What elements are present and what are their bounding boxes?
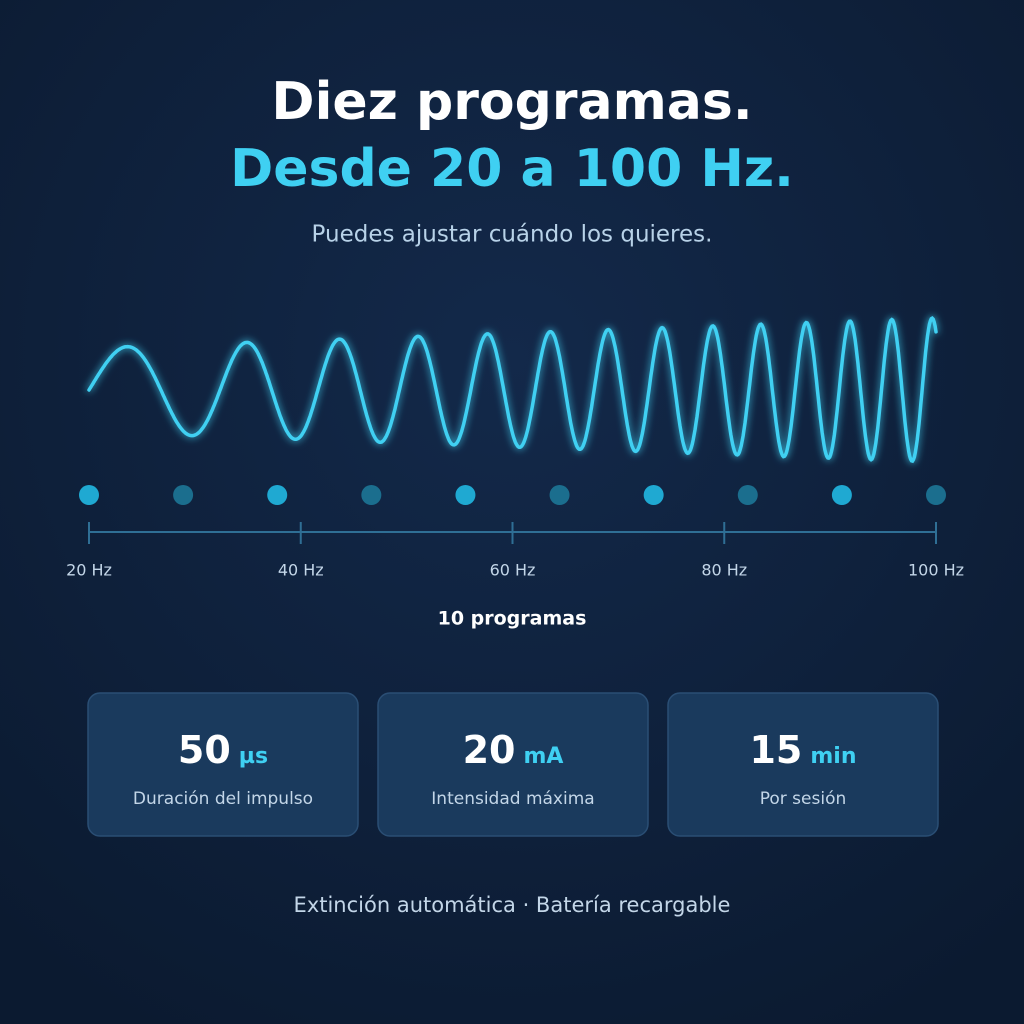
stat-value: 50 µs — [178, 728, 268, 772]
scale-label: 20 Hz — [66, 561, 112, 580]
scale-label: 80 Hz — [701, 561, 747, 580]
footer: Extinción automática · Batería recargabl… — [294, 893, 731, 917]
scale-caption: 10 programas — [438, 608, 587, 630]
program-dot — [79, 485, 99, 505]
scale-label: 40 Hz — [278, 561, 324, 580]
wave — [87, 316, 938, 464]
stat-card: 50 µs Duración del impulso — [87, 692, 359, 837]
stat-label: Por sesión — [760, 789, 847, 809]
program-dot — [643, 485, 664, 505]
program-dot — [549, 485, 570, 505]
stat-value: 15 min — [749, 728, 856, 772]
subtitle: Puedes ajustar cuándo los quieres. — [312, 222, 713, 248]
stat-unit: min — [810, 744, 856, 769]
title-accent: Desde 20 a 100 Hz. — [230, 139, 794, 199]
program-dot — [831, 485, 852, 505]
scale-label: 60 Hz — [490, 561, 536, 580]
program-dots — [79, 485, 946, 505]
card-bg — [377, 692, 649, 837]
program-dot — [926, 485, 946, 505]
stat-number: 50 — [178, 728, 231, 772]
program-dot — [455, 485, 476, 505]
program-dot — [361, 485, 382, 505]
stat-unit: µs — [239, 744, 268, 769]
stat-value: 20 mA — [463, 728, 564, 772]
stat-number: 20 — [463, 728, 516, 772]
stat-card: 20 mA Intensidad máxima — [377, 692, 649, 837]
card-bg — [667, 692, 939, 837]
stat-number: 15 — [749, 728, 802, 772]
program-dot — [737, 485, 758, 505]
stat-card: 15 min Por sesión — [667, 692, 939, 837]
card-bg — [87, 692, 359, 837]
stat-label: Duración del impulso — [133, 789, 313, 809]
stat-label: Intensidad máxima — [431, 789, 594, 809]
stat-cards: 50 µs Duración del impulso 20 mA Intensidad m… — [87, 692, 939, 837]
title: Diez programas. — [271, 72, 752, 132]
stat-unit: mA — [523, 744, 563, 769]
program-dot — [173, 485, 194, 505]
scale: 20 Hz 40 Hz 60 Hz 80 Hz 100 Hz — [66, 522, 964, 580]
scale-label: 100 Hz — [908, 561, 964, 580]
program-dot — [267, 485, 288, 505]
